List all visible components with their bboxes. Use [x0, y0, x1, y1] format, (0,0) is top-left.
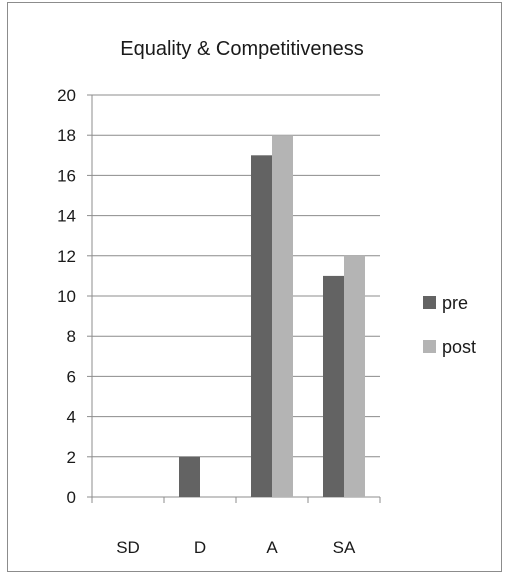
- bar-pre-sa: [323, 275, 344, 497]
- bar-pre-a: [251, 155, 272, 498]
- y-tick-label: 2: [67, 448, 76, 467]
- y-tick-label: 20: [57, 86, 76, 105]
- legend: pre post: [423, 293, 476, 357]
- y-axis-tick-labels: 0 2 4 6 8 10 12 14 16 18 20: [57, 86, 76, 507]
- bars: [179, 135, 365, 498]
- x-tick-label: D: [194, 538, 206, 557]
- x-tick-label: A: [266, 538, 278, 557]
- y-tick-label: 4: [67, 408, 76, 427]
- bar-post-sa: [344, 255, 365, 497]
- y-tick-label: 18: [57, 126, 76, 145]
- legend-swatch-post: [423, 340, 436, 353]
- x-tick-label: SD: [116, 538, 140, 557]
- legend-label-post: post: [442, 337, 476, 357]
- legend-label-pre: pre: [442, 293, 468, 313]
- x-axis-tick-labels: SD D A SA: [116, 538, 356, 557]
- chart-title: Equality & Competitiveness: [120, 38, 363, 60]
- bar-post-a: [272, 135, 293, 497]
- y-tick-label: 0: [67, 488, 76, 507]
- bar-pre-d: [179, 456, 200, 497]
- legend-swatch-pre: [423, 296, 436, 309]
- x-tick-label: SA: [333, 538, 356, 557]
- y-tick-label: 12: [57, 247, 76, 266]
- y-tick-label: 8: [67, 327, 76, 346]
- y-tick-label: 6: [67, 367, 76, 386]
- y-tick-label: 16: [57, 166, 76, 185]
- y-tick-label: 10: [57, 287, 76, 306]
- y-tick-label: 14: [57, 207, 76, 226]
